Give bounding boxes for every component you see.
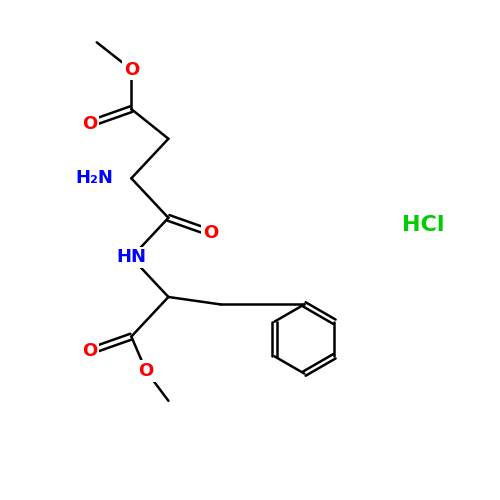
Text: O: O <box>82 342 97 360</box>
Text: HN: HN <box>116 248 146 266</box>
Text: HCl: HCl <box>402 216 444 236</box>
Text: O: O <box>203 224 218 242</box>
Text: O: O <box>138 362 154 380</box>
Text: O: O <box>82 115 97 133</box>
Text: O: O <box>124 60 139 78</box>
Text: H₂N: H₂N <box>76 170 113 188</box>
